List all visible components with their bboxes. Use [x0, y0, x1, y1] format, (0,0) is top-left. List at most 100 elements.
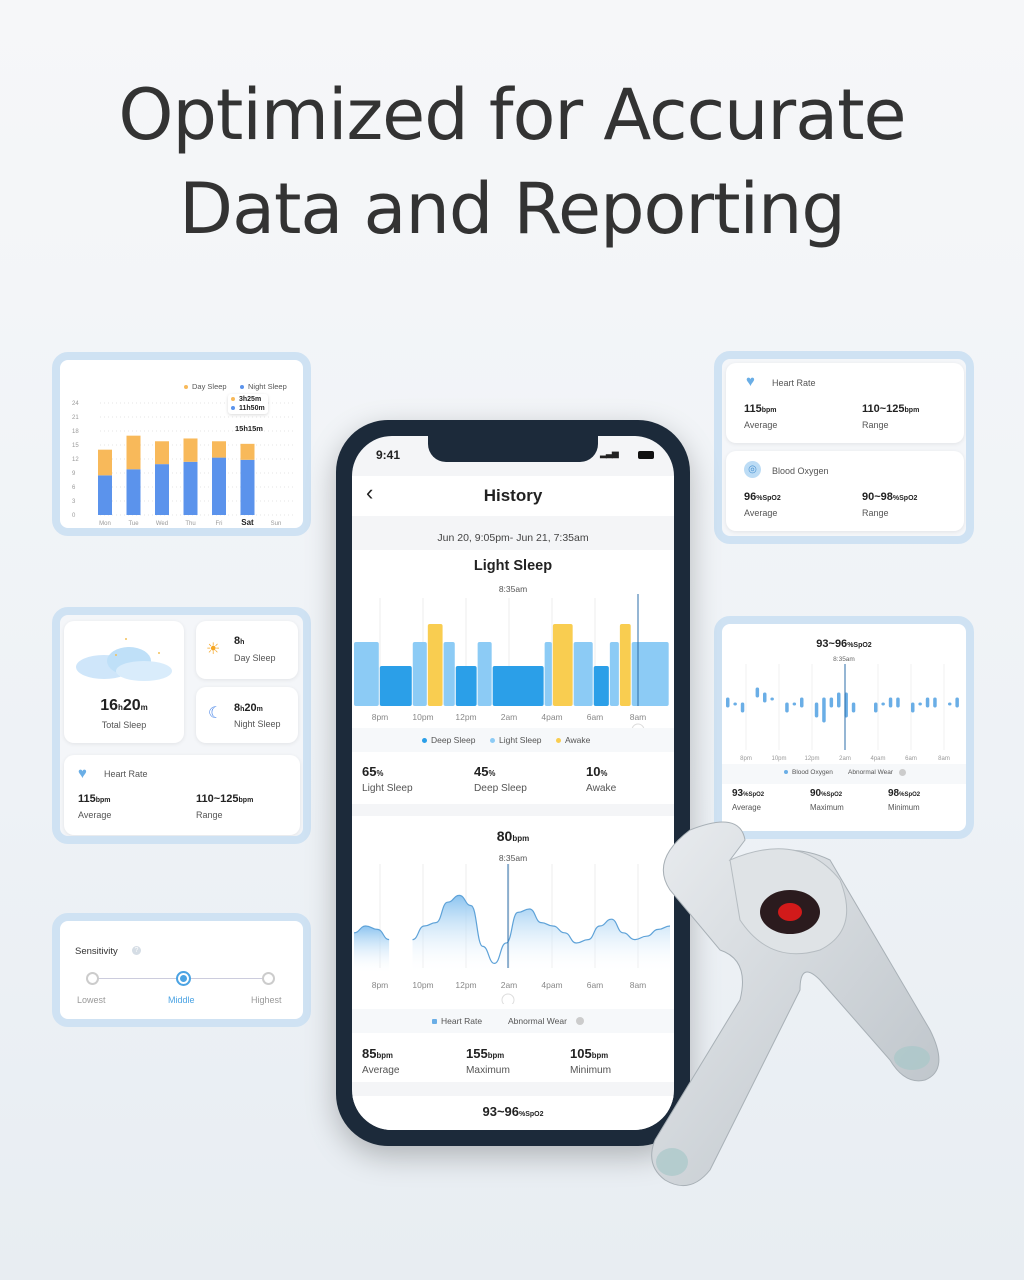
- x-tick-label: 8pm: [372, 980, 389, 990]
- stat-minimum: 105bpm Minimum: [570, 1046, 612, 1076]
- sleep-monitor-device: [651, 821, 940, 1187]
- vitals-card: ♥ Heart Rate 115bpm Average 110~125bpm R…: [714, 351, 974, 544]
- sun-icon: ☀: [206, 641, 221, 658]
- vitals-oxygen-range-label: Range: [862, 508, 889, 518]
- x-tick-label: 2am: [839, 756, 851, 762]
- x-tick-label: Sat: [241, 518, 254, 527]
- day-sleep-tile: ☀ 8h Day Sleep: [196, 621, 298, 679]
- stat-average: 85bpm Average: [362, 1046, 400, 1076]
- sleep-tooltip: 3h25m 11h50m: [228, 394, 268, 414]
- spo2-bar: [933, 697, 937, 708]
- bar-day-sleep: [212, 441, 226, 458]
- sensitivity-option-lowest[interactable]: [86, 972, 99, 985]
- x-tick-label: 8am: [938, 756, 950, 762]
- vitals-heart-range-label: Range: [862, 420, 889, 430]
- x-tick-label: 12pm: [455, 712, 476, 722]
- status-time: 9:41: [376, 448, 401, 462]
- legend-blood-oxygen: Blood Oxygen: [792, 769, 833, 776]
- spo2-bar: [896, 697, 900, 708]
- sleep-time: 8:35am: [498, 584, 528, 594]
- bar-night-sleep: [212, 457, 226, 515]
- date-range[interactable]: Jun 20, 9:05pm- Jun 21, 7:35am: [437, 532, 589, 544]
- segment-deep: [492, 666, 544, 706]
- vitals-heart-range: 110~125bpm: [862, 403, 920, 415]
- heart-rate-area: [354, 926, 390, 974]
- bar-day-sleep: [240, 443, 255, 460]
- segment-light: [412, 642, 427, 706]
- phone-notch: [428, 436, 598, 462]
- spo2-bar: [829, 697, 834, 708]
- vitals-oxygen-title: Blood Oxygen: [772, 466, 829, 476]
- spo2-bar: [851, 702, 856, 713]
- spo2-bar: [948, 702, 952, 706]
- night-sleep-label: Night Sleep: [234, 719, 281, 729]
- weekly-sleep-card: Day Sleep Night Sleep 0 3 6 9 12 15 18 21 24 Mon T…: [52, 352, 311, 536]
- segment-light: [354, 642, 379, 706]
- heart-rate-tile: ♥ Heart Rate 115bpm Average 110~125bpm R…: [64, 755, 300, 835]
- headline-line-1: Optimized for Accurate: [118, 74, 906, 156]
- y-tick-label: 21: [72, 415, 79, 421]
- y-tick-label: 3: [72, 499, 76, 505]
- spo2-card: 93~96%SpO2 8:35am 8pm 10pm 12pm 2am 4pam 6am 8…: [714, 616, 974, 839]
- x-tick-label: 10pm: [412, 712, 433, 722]
- x-tick-label: 8pm: [740, 756, 752, 762]
- x-tick-label: 6am: [905, 756, 917, 762]
- legend-awake: Awake: [556, 735, 590, 745]
- heart-avg-value: 115bpm: [78, 793, 111, 805]
- back-button[interactable]: ‹: [366, 480, 374, 505]
- x-tick-label: 12pm: [455, 980, 476, 990]
- stat-awake: 10% Awake: [586, 764, 617, 794]
- x-tick-label: 10pm: [771, 756, 786, 762]
- y-tick-label: 24: [72, 401, 79, 407]
- x-tick-label: 10pm: [412, 980, 433, 990]
- spo2-section: 93~96%SpO2: [352, 1096, 674, 1130]
- heart-rate-area: [412, 895, 670, 974]
- spo2-bar: [740, 702, 745, 713]
- spo2-bar: [755, 687, 760, 698]
- spo2-bar: [733, 702, 737, 706]
- vitals-heart-tile: ♥ Heart Rate 115bpm Average 110~125bpm R…: [726, 363, 964, 443]
- stat-minimum: 98%SpO2 Minimum: [888, 788, 921, 812]
- day-sleep-value: 8h: [234, 635, 245, 647]
- sensitivity-option-middle[interactable]: [176, 971, 191, 986]
- segment-light: [573, 642, 593, 706]
- segment-awake: [619, 624, 631, 706]
- y-tick-label: 15: [72, 443, 79, 449]
- vitals-heart-avg-label: Average: [744, 420, 778, 430]
- total-sleep-tile: 16h20m Total Sleep: [64, 621, 184, 743]
- vitals-oxygen-tile: ◎ Blood Oxygen 96%SpO2 Average 90~98%SpO…: [726, 451, 964, 531]
- help-icon[interactable]: ?: [132, 946, 141, 955]
- sensitivity-option-highest[interactable]: [262, 972, 275, 985]
- stat-average: 93%SpO2 Average: [732, 788, 765, 812]
- legend-night-sleep: Night Sleep: [240, 382, 287, 391]
- bar-night-sleep: [98, 475, 112, 515]
- heart-current-value: 80bpm: [496, 828, 530, 844]
- sensitivity-title: Sensitivity: [75, 946, 118, 957]
- vitals-heart-title: Heart Rate: [772, 378, 816, 388]
- sleep-section: Light Sleep 8:35am 8pm 10pm 12pm 2am 4pam 6am…: [352, 550, 674, 804]
- spo2-bar: [874, 702, 878, 713]
- stat-deep-sleep: 45% Deep Sleep: [474, 764, 527, 794]
- headline-line-2: Data and Reporting: [179, 168, 846, 250]
- x-tick-label: Mon: [99, 521, 111, 527]
- help-icon[interactable]: [576, 1017, 584, 1025]
- bar-night-sleep: [155, 464, 169, 515]
- spo2-bar: [911, 702, 915, 713]
- y-tick-label: 12: [72, 457, 79, 463]
- help-icon[interactable]: [899, 769, 906, 776]
- legend-light-sleep: Light Sleep: [490, 735, 542, 745]
- legend-abnormal-wear: Abnormal Wear: [508, 1016, 567, 1026]
- x-tick-label: 8am: [630, 712, 647, 722]
- spo2-bar: [918, 702, 922, 706]
- signal-icon: ▂▃▅: [600, 448, 619, 458]
- sensitivity-label-lowest: Lowest: [77, 995, 106, 1005]
- segment-light: [443, 642, 455, 706]
- x-tick-label: 6am: [587, 712, 604, 722]
- spo2-peek-value: 93~96%SpO2: [482, 1104, 544, 1119]
- spo2-bar: [726, 697, 730, 708]
- x-tick-label: 6am: [587, 980, 604, 990]
- x-tick-label: 4pam: [870, 756, 885, 762]
- y-tick-label: 6: [72, 485, 76, 491]
- sleep-stage-chart: 8pm 10pm 12pm 2am 4pam 6am 8am: [354, 594, 669, 730]
- spo2-bar: [785, 702, 789, 713]
